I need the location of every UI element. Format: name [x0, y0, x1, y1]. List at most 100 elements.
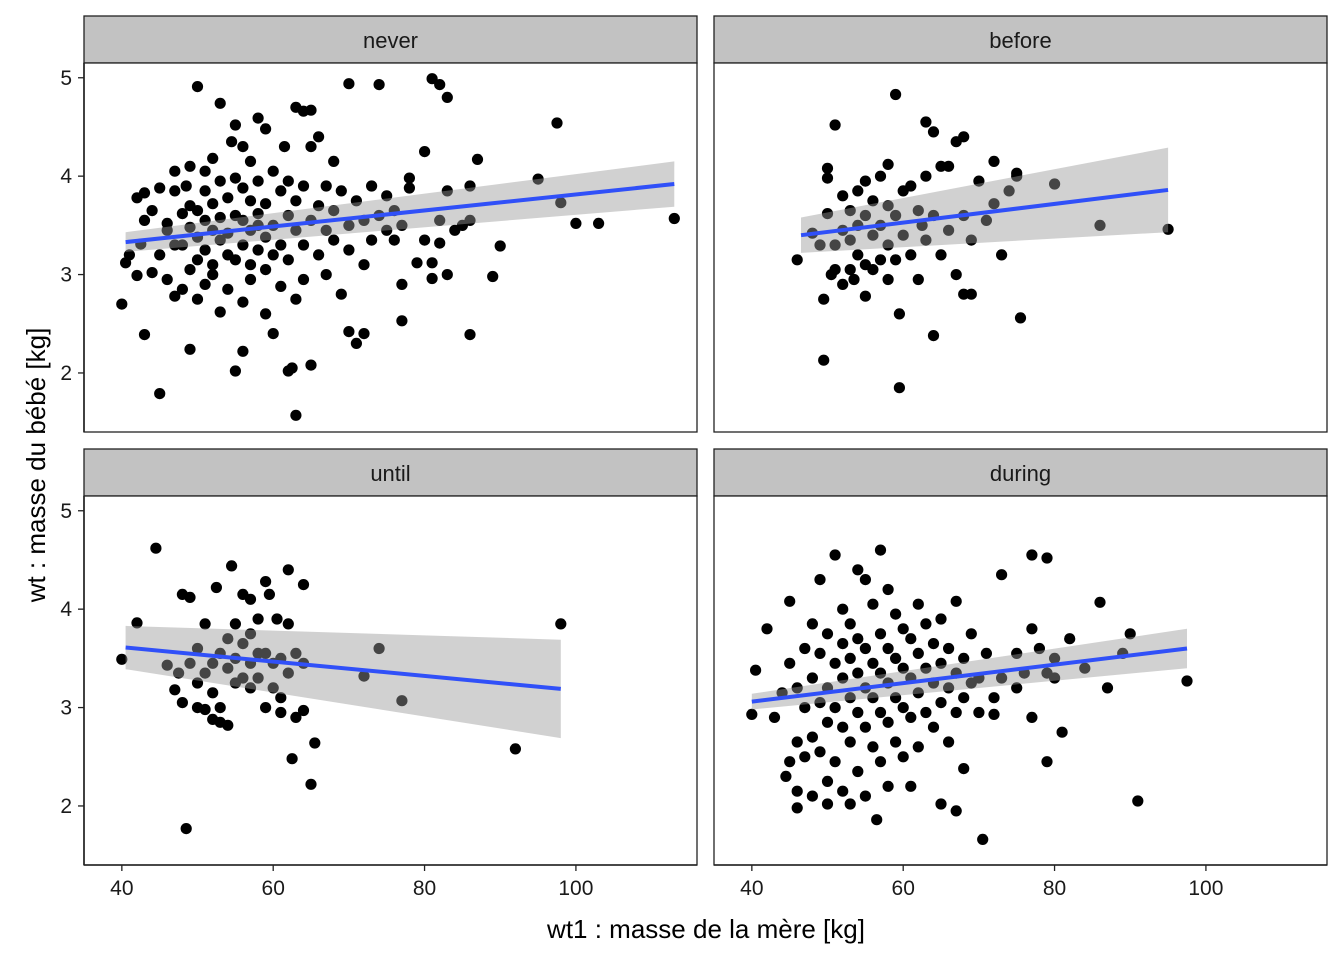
data-point — [237, 638, 249, 650]
data-point — [191, 205, 204, 217]
data-point — [1049, 178, 1061, 190]
data-point — [761, 623, 773, 635]
data-point — [874, 667, 887, 679]
data-point — [927, 330, 940, 342]
data-point — [882, 239, 894, 251]
data-point — [784, 657, 796, 669]
data-point — [1181, 675, 1193, 687]
data-point — [381, 190, 393, 202]
data-point — [874, 544, 887, 556]
data-point — [237, 214, 249, 226]
data-point — [199, 703, 211, 716]
data-point — [821, 628, 834, 640]
data-point — [859, 642, 872, 655]
data-point — [867, 598, 879, 610]
data-point — [867, 195, 879, 207]
data-point — [184, 343, 196, 355]
data-point — [874, 706, 887, 719]
data-point — [441, 91, 453, 103]
data-point — [214, 702, 226, 714]
data-point — [275, 706, 287, 719]
data-point — [199, 667, 211, 679]
data-point — [328, 205, 340, 217]
data-point — [161, 659, 173, 671]
data-point — [935, 613, 947, 625]
data-point — [176, 283, 188, 295]
data-point — [829, 756, 841, 768]
data-point — [313, 200, 325, 212]
data-point — [252, 112, 264, 124]
data-point — [214, 97, 226, 109]
data-point — [146, 267, 158, 279]
data-point — [309, 737, 321, 749]
data-point — [297, 239, 310, 251]
data-point — [267, 682, 279, 694]
strip-label-never: never — [363, 28, 418, 53]
data-point — [844, 736, 856, 748]
y-tick-label: 4 — [60, 598, 72, 621]
data-point — [593, 217, 605, 229]
panel-before: before — [713, 15, 1328, 433]
data-point — [191, 81, 204, 93]
data-point — [237, 296, 249, 308]
data-point — [396, 278, 408, 290]
data-point — [1094, 219, 1106, 231]
data-point — [965, 234, 977, 246]
data-point — [260, 308, 272, 320]
data-point — [890, 209, 902, 222]
data-point — [214, 306, 226, 318]
strip-never — [83, 15, 698, 64]
data-point — [169, 290, 181, 302]
data-point — [844, 618, 856, 630]
data-point — [1049, 652, 1061, 665]
data-point — [920, 662, 932, 674]
data-point — [214, 211, 226, 224]
data-point — [852, 564, 864, 576]
data-point — [943, 642, 955, 655]
data-point — [297, 180, 310, 192]
x-tick-label: 100 — [1188, 877, 1223, 900]
data-point — [935, 798, 947, 810]
y-tick-label: 5 — [60, 500, 72, 523]
data-point — [844, 798, 856, 810]
data-point — [837, 721, 849, 733]
data-point — [313, 249, 325, 261]
axes-layer: 2 3 4 5 2 3 4 5 40 60 80 100 40 60 80 100 — [60, 63, 1327, 900]
data-point — [920, 618, 932, 630]
data-point — [191, 642, 204, 655]
data-point — [950, 706, 962, 719]
data-point — [890, 608, 902, 620]
data-point — [426, 257, 438, 269]
data-point — [328, 234, 340, 246]
data-point — [464, 214, 476, 226]
data-point — [943, 682, 955, 694]
data-point — [252, 208, 264, 220]
data-point — [867, 657, 879, 669]
data-point — [275, 239, 287, 251]
data-point — [943, 160, 955, 172]
data-point — [199, 214, 211, 226]
data-point — [396, 695, 408, 707]
data-point — [464, 180, 476, 192]
data-point — [426, 272, 438, 285]
data-point — [358, 328, 370, 340]
data-point — [988, 692, 1000, 704]
data-point — [848, 273, 860, 286]
data-point — [935, 697, 947, 709]
data-point — [844, 264, 856, 276]
data-point — [1026, 711, 1038, 724]
data-point — [252, 175, 264, 187]
data-point — [844, 205, 856, 217]
data-point — [297, 704, 310, 717]
data-point — [320, 224, 332, 236]
data-point — [920, 706, 932, 719]
data-point — [244, 593, 257, 605]
data-point — [237, 141, 249, 153]
data-point — [184, 160, 196, 172]
data-point — [494, 240, 506, 252]
data-point — [882, 780, 894, 792]
data-point — [927, 638, 940, 650]
data-point — [138, 329, 151, 341]
data-point — [829, 549, 841, 561]
data-point — [882, 642, 894, 655]
